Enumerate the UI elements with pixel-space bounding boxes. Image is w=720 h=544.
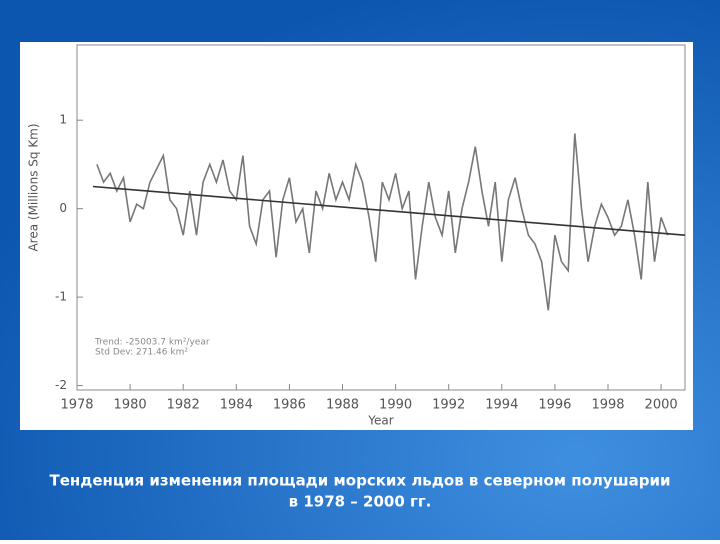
x-axis-label: Year [367,414,393,428]
plot-frame [76,44,686,391]
y-tick-label: 1 [59,113,67,127]
x-tick-label: 1994 [485,398,518,413]
x-tick-label: 1980 [114,398,147,413]
y-axis-label: Area (Millions Sq Km) [27,123,41,251]
x-tick-label: 1982 [167,398,200,413]
y-tick-label: -1 [55,290,67,304]
caption: Тенденция изменения площади морских льдо… [50,472,671,490]
series-line [92,185,686,236]
annotation: Std Dev: 271.46 km² [95,348,188,358]
x-tick-label: 1992 [432,398,465,413]
x-tick-label: 1998 [591,398,624,413]
caption: в 1978 – 2000 гг. [289,493,432,511]
x-tick-label: 1988 [326,398,359,413]
y-tick-label: 0 [59,201,67,215]
x-tick-label: 1986 [273,398,306,413]
x-tick-label: 1990 [379,398,412,413]
series-line [96,133,669,311]
x-tick-label: 1978 [60,398,93,413]
y-tick-label: -2 [55,378,67,392]
chart-panel [20,42,693,430]
x-tick-label: 2000 [645,398,678,413]
annotation: Trend: -25003.7 km²/year [94,338,210,348]
x-tick-label: 1984 [220,398,253,413]
x-tick-label: 1996 [538,398,571,413]
